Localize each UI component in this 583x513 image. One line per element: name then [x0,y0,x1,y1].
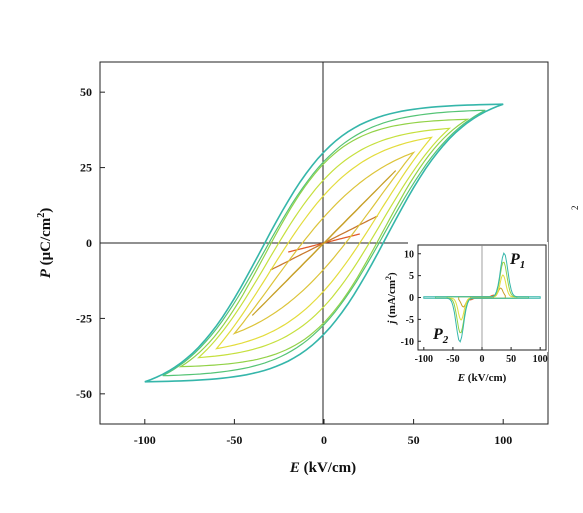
current-curve-100 [423,252,541,343]
x-axis-label: E (kV/cm) [289,460,356,476]
y-axis-label: P (μC/cm2) [36,208,54,279]
inset-y-tick-label: 0 [409,293,414,304]
hysteresis-loop-80 [178,118,470,368]
inset-x-axis-label: E (kV/cm) [457,372,507,384]
current-curves [423,252,541,343]
inset-x-tick-label: -100 [415,354,433,365]
inset-x-tick-label: -50 [446,354,459,365]
y-tick-label: -50 [76,387,92,401]
cropped-edge-text: 2 [570,206,580,211]
inset-y-tick-label: 10 [404,249,414,260]
x-tick-label: 100 [494,433,512,447]
x-tick-label: 0 [321,433,327,447]
inset-y-tick-label: -5 [406,315,414,326]
y-tick-label: 0 [86,236,92,250]
y-tick-label: 50 [80,85,92,99]
inset-x-tick-label: 100 [533,354,548,365]
inset-x-tick-label: 50 [506,354,516,365]
inset-x-tick-label: 0 [480,354,485,365]
hysteresis-loop-60 [214,136,434,350]
hysteresis-loop-40 [251,170,397,316]
inset-y-tick-label: 5 [409,271,414,282]
x-tick-label: 50 [408,433,420,447]
inset-y-axis-label: j (mA/cm2) [384,272,398,326]
peak-label-p1: P1 [509,251,525,271]
x-tick-label: -100 [134,433,156,447]
polarization-loops [144,103,504,383]
hysteresis-loop-20 [288,233,360,253]
hysteresis-loop-100 [144,103,504,383]
y-tick-label: -25 [76,311,92,325]
y-tick-label: 25 [80,161,92,175]
peak-label-p2: P2 [432,326,449,346]
hysteresis-loop-50 [232,151,416,335]
inset-y-tick-label: -10 [401,337,414,348]
x-tick-label: -50 [226,433,242,447]
hysteresis-loop-90 [162,109,486,377]
hysteresis-loop-70 [196,127,452,359]
